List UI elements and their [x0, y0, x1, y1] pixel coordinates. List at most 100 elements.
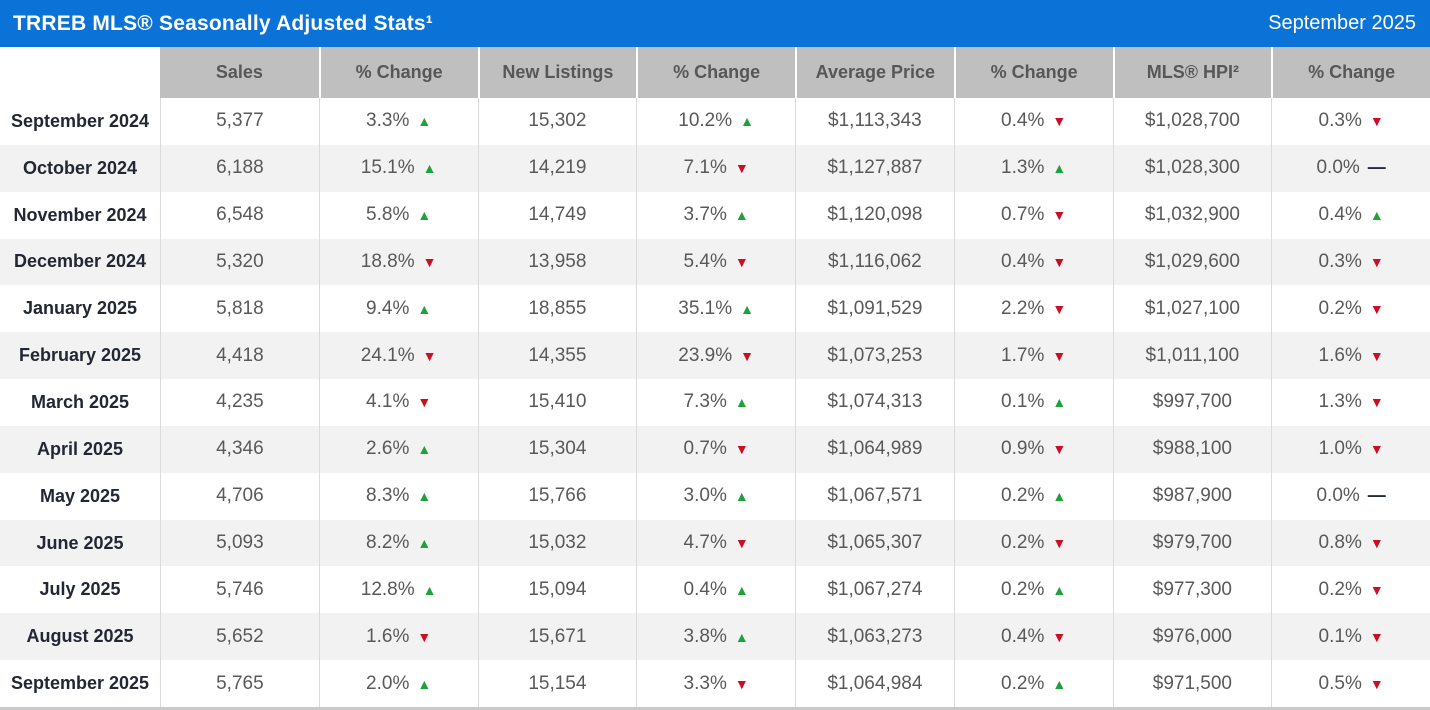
- up-arrow-icon: ▲: [734, 488, 749, 505]
- title-bar: TRREB MLS® Seasonally Adjusted Stats¹ Se…: [0, 0, 1430, 47]
- up-arrow-icon: ▲: [1052, 581, 1067, 598]
- cell-value: 2.0%: [366, 672, 410, 694]
- month-cell: February 2025: [18, 345, 142, 366]
- cell-value: 5,746: [216, 578, 264, 600]
- pct-change-cell: 0.0% —: [1271, 472, 1430, 520]
- value-cell: $988,100: [1112, 425, 1272, 473]
- pct-change-cell: 1.6% ▼: [1271, 332, 1430, 380]
- cell-value: 0.0%: [1316, 485, 1360, 507]
- value-cell: 5,320: [160, 238, 319, 286]
- cell-value: 15,304: [528, 438, 587, 460]
- down-arrow-icon: ▼: [1369, 675, 1384, 692]
- value-cell: $1,032,900: [1112, 191, 1272, 239]
- pct-change-cell: 0.4% ▼: [953, 238, 1113, 286]
- table-row: February 2025 4,418 24.1% ▼ 14,355 23.9% ▼ $1,0…: [0, 332, 1430, 380]
- cell-value: 0.2%: [1001, 485, 1045, 507]
- cell-value: 4.7%: [683, 532, 727, 554]
- cell-value: 0.4%: [1001, 250, 1045, 272]
- cell-value: 4,418: [216, 344, 264, 366]
- month-cell: May 2025: [39, 485, 121, 506]
- pct-change-cell: 1.6% ▼: [318, 613, 478, 661]
- pct-change-cell: 7.1% ▼: [636, 144, 795, 192]
- value-cell: 15,154: [477, 660, 637, 707]
- cell-value: 15,410: [528, 391, 587, 413]
- down-arrow-icon: ▼: [1369, 347, 1384, 364]
- cell-value: 10.2%: [678, 110, 733, 132]
- month-cell: August 2025: [26, 626, 134, 647]
- cell-value: 3.0%: [683, 485, 727, 507]
- column-header: % Change: [318, 47, 478, 98]
- down-arrow-icon: ▼: [1369, 113, 1384, 130]
- cell-value: 5,765: [216, 672, 264, 694]
- cell-value: 15,671: [528, 625, 587, 647]
- value-cell: 13,958: [477, 238, 637, 286]
- cell-value: 15,032: [528, 532, 587, 554]
- pct-change-cell: 7.3% ▲: [636, 379, 795, 426]
- cell-value: 1.0%: [1318, 438, 1362, 460]
- cell-value: 35.1%: [678, 297, 733, 319]
- down-arrow-icon: ▼: [1052, 207, 1067, 224]
- cell-value: 3.3%: [683, 672, 727, 694]
- up-arrow-icon: ▲: [422, 581, 437, 598]
- cell-value: $1,028,300: [1144, 157, 1240, 179]
- value-cell: $1,028,700: [1112, 98, 1272, 145]
- report-period: September 2025: [1268, 12, 1416, 34]
- cell-value: 7.1%: [683, 157, 727, 179]
- cell-value: 3.7%: [683, 204, 727, 226]
- cell-value: 1.7%: [1001, 344, 1045, 366]
- pct-change-cell: 0.3% ▼: [1271, 238, 1430, 286]
- value-cell: $976,000: [1112, 613, 1272, 661]
- cell-value: $1,073,253: [827, 344, 923, 366]
- header-row: Sales% Change New Listings% Change Average…: [0, 47, 1430, 98]
- cell-value: $1,027,100: [1144, 297, 1240, 319]
- pct-change-cell: 8.3% ▲: [318, 472, 478, 520]
- pct-change-cell: 2.2% ▼: [953, 285, 1113, 333]
- pct-change-cell: 3.3% ▼: [636, 660, 795, 707]
- down-arrow-icon: ▼: [1052, 628, 1067, 645]
- column-header: New Listings: [477, 47, 637, 98]
- cell-value: 5,652: [216, 625, 264, 647]
- up-arrow-icon: ▲: [734, 394, 749, 411]
- month-cell: December 2024: [13, 251, 147, 272]
- cell-value: 1.6%: [366, 625, 410, 647]
- up-arrow-icon: ▲: [734, 207, 749, 224]
- cell-value: $1,029,600: [1144, 250, 1240, 272]
- cell-value: 0.4%: [683, 578, 727, 600]
- pct-change-cell: 4.1% ▼: [318, 379, 478, 426]
- cell-value: 6,548: [216, 204, 264, 226]
- cell-value: 24.1%: [360, 344, 415, 366]
- down-arrow-icon: ▼: [1369, 253, 1384, 270]
- cell-value: 0.3%: [1318, 250, 1362, 272]
- cell-value: $976,000: [1152, 625, 1232, 647]
- pct-change-cell: 0.4% ▲: [636, 566, 795, 614]
- value-cell: 6,548: [160, 191, 319, 239]
- cell-value: 2.6%: [366, 438, 410, 460]
- pct-change-cell: 5.8% ▲: [318, 191, 478, 239]
- month-cell: April 2025: [36, 438, 124, 459]
- pct-change-cell: 15.1% ▲: [318, 144, 478, 192]
- cell-value: 8.3%: [366, 485, 410, 507]
- value-cell: $1,127,887: [795, 144, 954, 192]
- pct-change-cell: 0.4% ▲: [1271, 191, 1430, 239]
- pct-change-cell: 1.7% ▼: [953, 332, 1113, 380]
- value-cell: 6,188: [160, 144, 319, 192]
- value-cell: 5,093: [160, 519, 319, 567]
- cell-value: 15.1%: [360, 157, 415, 179]
- value-cell: 15,304: [477, 425, 637, 473]
- value-cell: $979,700: [1112, 519, 1272, 567]
- value-cell: $1,029,600: [1112, 238, 1272, 286]
- table-body: September 2024 5,377 3.3% ▲ 15,302 10.2% ▲ $1,1…: [0, 98, 1430, 707]
- pct-change-cell: 1.0% ▼: [1271, 425, 1430, 473]
- cell-value: $987,900: [1152, 485, 1232, 507]
- pct-change-cell: 5.4% ▼: [636, 238, 795, 286]
- up-arrow-icon: ▲: [1052, 394, 1067, 411]
- cell-value: 7.3%: [683, 391, 727, 413]
- value-cell: $1,073,253: [795, 332, 954, 380]
- cell-value: 0.2%: [1001, 672, 1045, 694]
- cell-value: $1,063,273: [827, 625, 923, 647]
- cell-value: $1,032,900: [1144, 204, 1240, 226]
- pct-change-cell: 1.3% ▲: [953, 144, 1113, 192]
- up-arrow-icon: ▲: [740, 300, 754, 317]
- cell-value: 15,094: [528, 578, 587, 600]
